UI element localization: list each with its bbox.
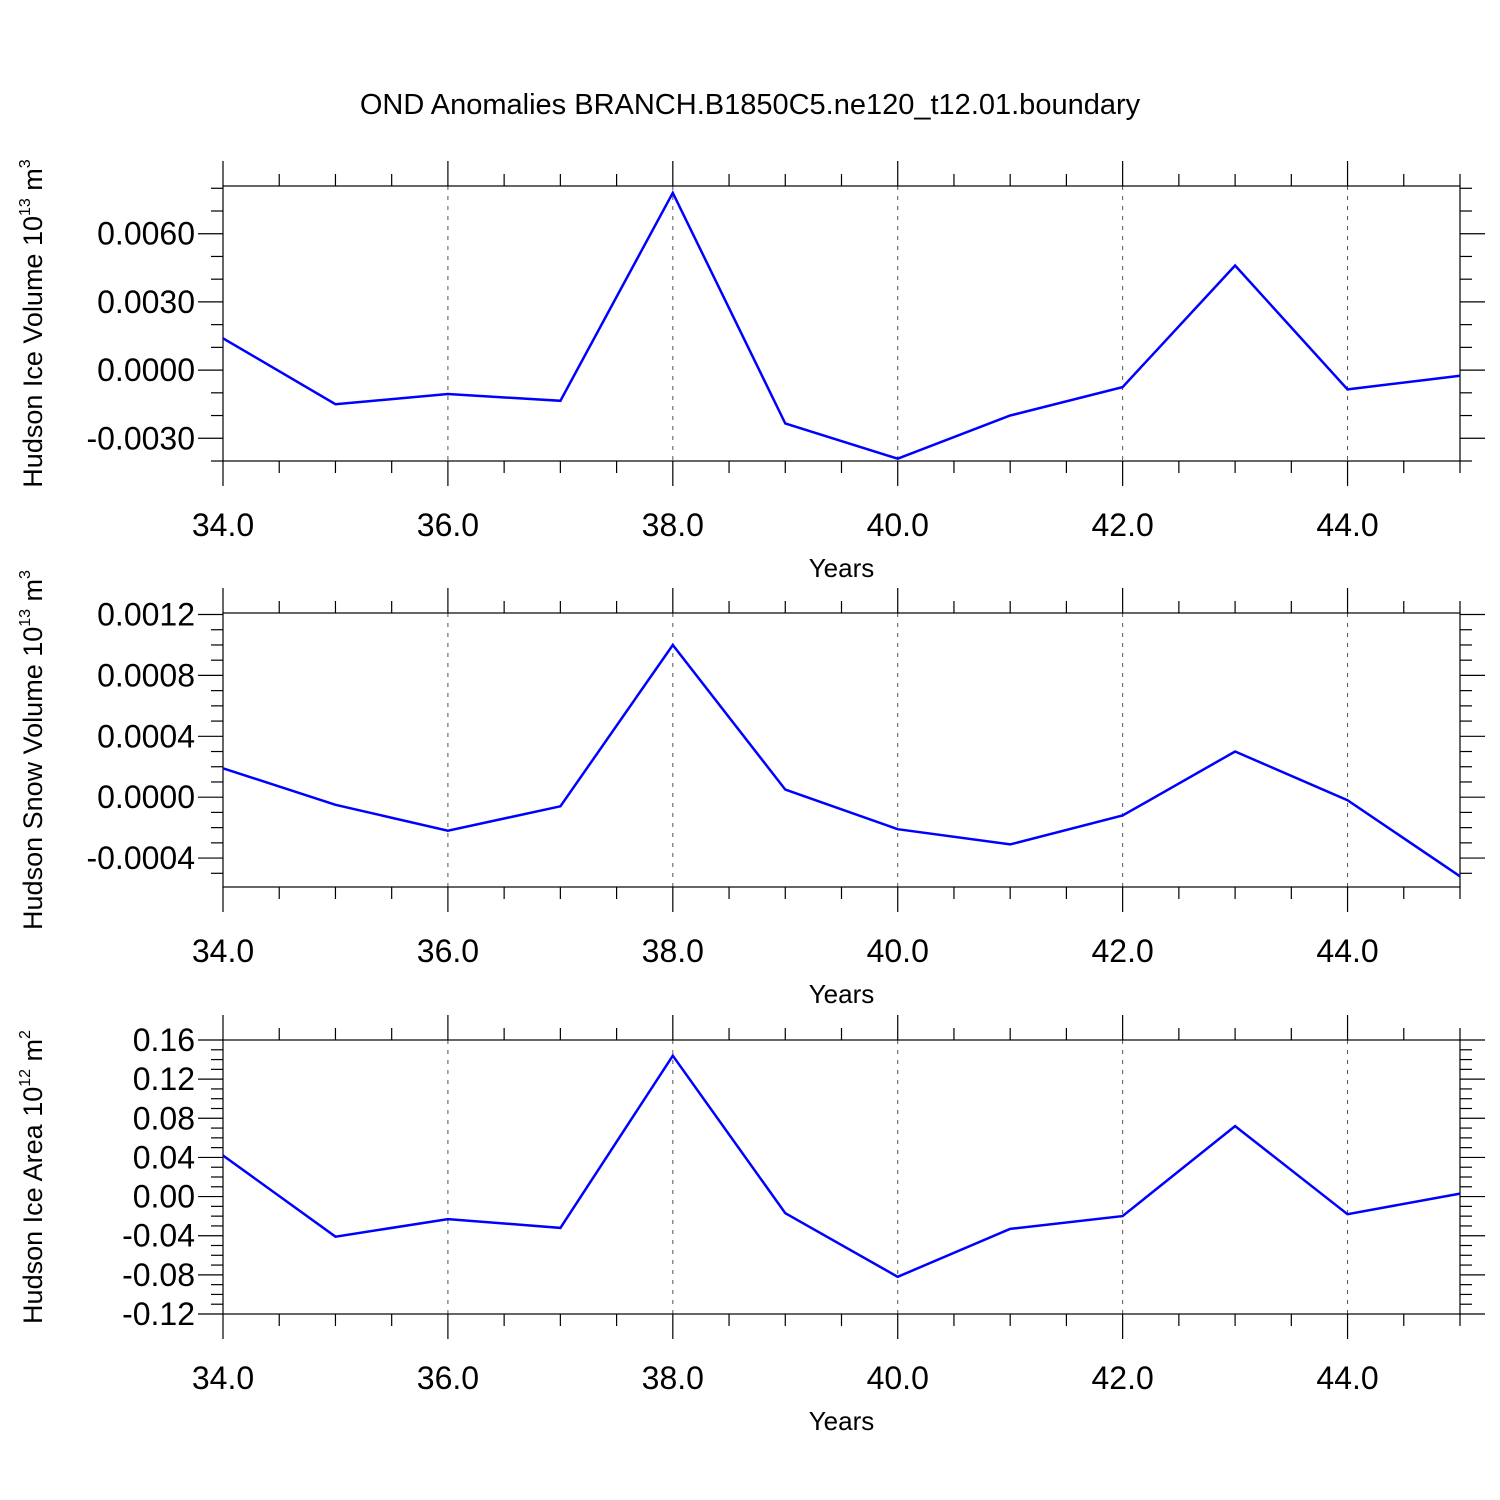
y-tick-label: 0.0008 <box>97 657 195 693</box>
y-tick-label: -0.0030 <box>86 420 195 456</box>
x-tick-label: 38.0 <box>642 507 704 543</box>
y-axis-label-unit: m <box>18 168 48 198</box>
x-tick-label: 38.0 <box>642 1360 704 1396</box>
plot-frame <box>222 185 1461 462</box>
x-tick-label: 36.0 <box>417 933 479 969</box>
x-tick-label: 40.0 <box>867 933 929 969</box>
y-tick-label: -0.08 <box>122 1257 195 1293</box>
series-line-1 <box>222 190 1461 461</box>
y-tick-label: 0.12 <box>133 1061 195 1097</box>
chart-panel-2: 34.0 36.0 38.0 40.0 42.0 44.0 Years -0.0004 0.00… <box>17 570 1485 1009</box>
x-tick-label: 42.0 <box>1091 507 1153 543</box>
y-tick-label: -0.12 <box>122 1296 195 1332</box>
x-tick-label: 36.0 <box>417 507 479 543</box>
y-tick-label: 0.0060 <box>97 216 195 252</box>
y-tick-label: -0.04 <box>122 1218 195 1254</box>
x-tick-label: 34.0 <box>192 507 254 543</box>
x-tick-label: 34.0 <box>192 933 254 969</box>
y-axis-label-unit: m <box>18 1039 48 1069</box>
y-tick-label: -0.0004 <box>86 840 195 876</box>
chart-panel-3: 34.0 36.0 38.0 40.0 42.0 44.0 Years -0.12-0.08-… <box>17 1015 1485 1436</box>
y-tick-label: 0.0000 <box>97 352 195 388</box>
y-tick-label: 0.0004 <box>97 718 195 754</box>
x-axis-label: Years <box>809 979 875 1009</box>
y-axis-label: Hudson Ice Volume 1013 m3 <box>17 159 48 487</box>
chart-panel-1: 34.0 36.0 38.0 40.0 42.0 44.0 Years -0.0030 0.00… <box>17 159 1485 583</box>
y-axis-label: Hudson Ice Area 1012 m2 <box>17 1030 48 1324</box>
x-tick-label: 44.0 <box>1316 1360 1378 1396</box>
y-axis-label-exponent: 12 <box>17 1069 34 1087</box>
x-tick-label: 40.0 <box>867 507 929 543</box>
y-axis-label-unit: m <box>18 579 48 609</box>
y-axis-label-unit-exponent: 3 <box>17 159 34 168</box>
x-axis-label: Years <box>809 553 875 583</box>
y-axis-label-exponent: 13 <box>17 198 34 216</box>
x-tick-label: 40.0 <box>867 1360 929 1396</box>
x-tick-label: 36.0 <box>417 1360 479 1396</box>
x-tick-label: 34.0 <box>192 1360 254 1396</box>
y-axis-label-text: Hudson Ice Volume 10 <box>18 216 48 488</box>
plot-frame <box>222 612 1461 888</box>
y-axis-label-text: Hudson Ice Area 10 <box>18 1087 48 1324</box>
y-tick-label: 0.00 <box>133 1179 195 1215</box>
series-line-1 <box>222 642 1461 878</box>
figure-title: OND Anomalies BRANCH.B1850C5.ne120_t12.0… <box>360 89 1141 121</box>
y-tick-label: 0.08 <box>133 1100 195 1136</box>
y-tick-label: 0.04 <box>133 1139 195 1175</box>
x-axis-label: Years <box>809 1406 875 1436</box>
y-tick-label: 0.0012 <box>97 597 195 633</box>
x-tick-label: 42.0 <box>1091 1360 1153 1396</box>
x-tick-label: 38.0 <box>642 933 704 969</box>
x-tick-label: 44.0 <box>1316 507 1378 543</box>
y-axis-label-unit-exponent: 2 <box>17 1030 34 1039</box>
y-axis-label: Hudson Snow Volume 1013 m3 <box>17 570 48 930</box>
x-tick-label: 42.0 <box>1091 933 1153 969</box>
y-axis-label-exponent: 13 <box>17 609 34 627</box>
y-axis-label-unit-exponent: 3 <box>17 570 34 579</box>
series-line-1 <box>222 1053 1461 1279</box>
y-axis-label-text: Hudson Snow Volume 10 <box>18 627 48 930</box>
y-tick-label: 0.0000 <box>97 779 195 815</box>
y-tick-label: 0.16 <box>133 1022 195 1058</box>
plot-frame <box>222 1039 1461 1315</box>
x-tick-label: 44.0 <box>1316 933 1378 969</box>
y-tick-label: 0.0030 <box>97 284 195 320</box>
